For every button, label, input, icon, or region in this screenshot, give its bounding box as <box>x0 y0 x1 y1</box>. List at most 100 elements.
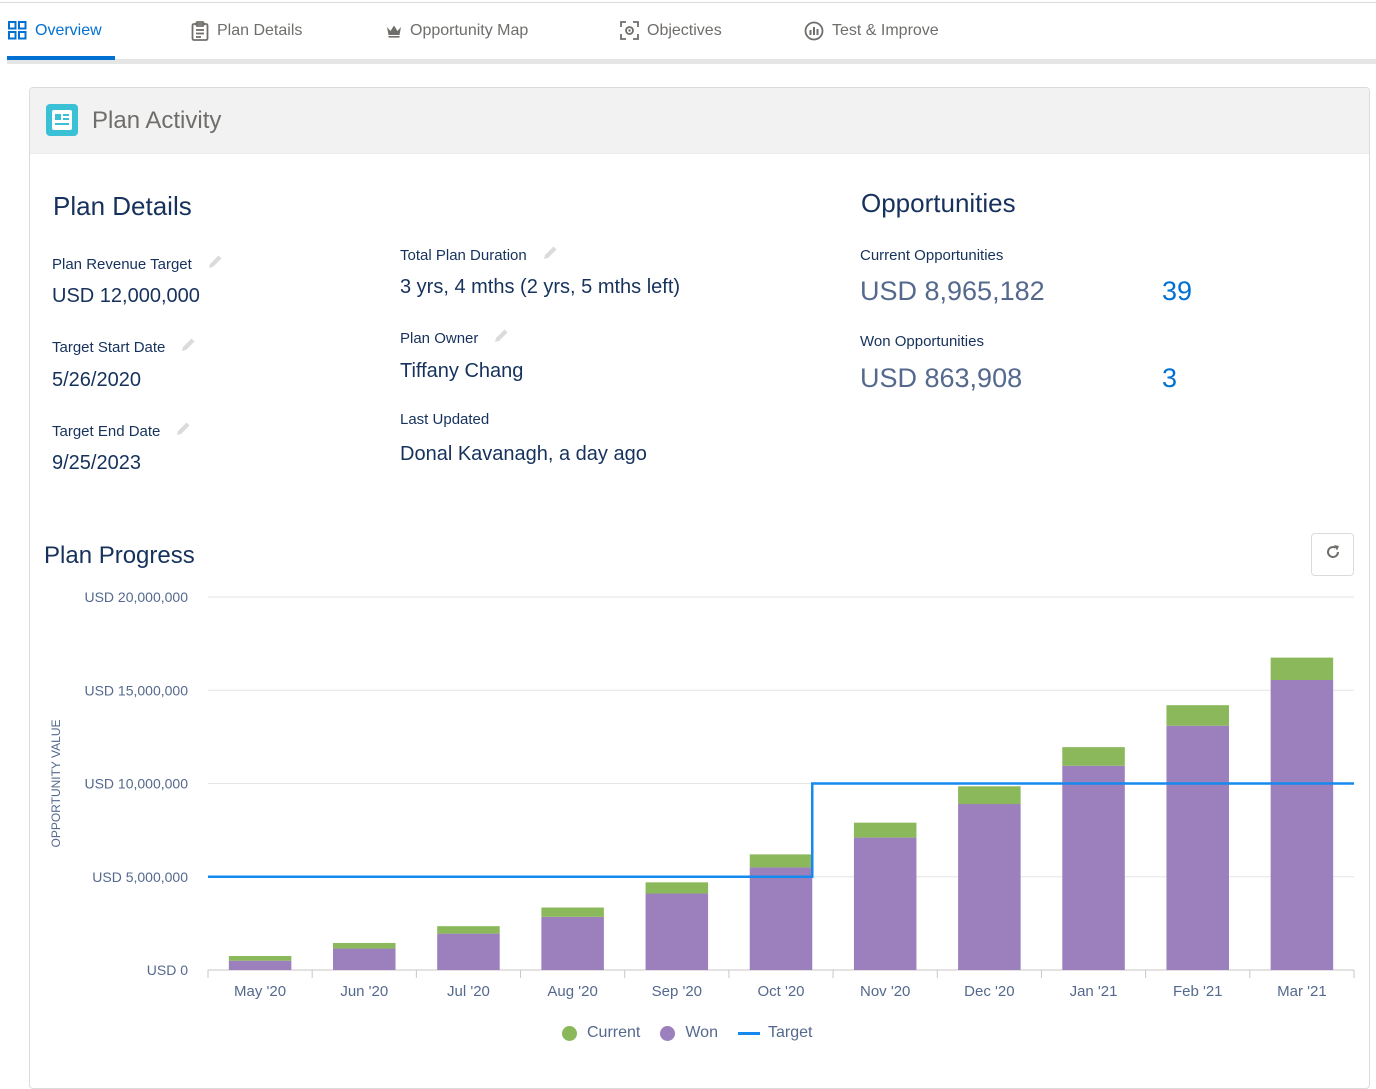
updated-value: Donal Kavanagh, a day ago <box>400 443 647 465</box>
y-tick-label: USD 0 <box>147 962 188 978</box>
label-text: Target End Date <box>52 422 161 440</box>
label-text: Last Updated <box>400 411 490 428</box>
grid-icon <box>8 21 27 40</box>
end-date-value: 9/25/2023 <box>52 452 141 474</box>
card-title: Plan Activity <box>92 107 222 134</box>
current-opps-value: USD 8,965,182 <box>860 276 1045 306</box>
bar-current <box>333 942 396 949</box>
bar-current <box>958 786 1021 805</box>
tab-overview[interactable]: Overview <box>8 3 102 58</box>
news-icon <box>46 104 78 136</box>
tab-label: Test & Improve <box>832 21 939 39</box>
start-date-value: 5/26/2020 <box>52 369 141 391</box>
tabs-underline <box>7 59 1376 64</box>
legend-current[interactable]: Current <box>562 1024 640 1042</box>
bar-current <box>1166 705 1229 726</box>
bar-current <box>645 882 709 894</box>
x-tick-label: Sep '20 <box>652 983 702 1000</box>
bar-current <box>749 854 813 868</box>
pencil-icon[interactable] <box>174 420 192 442</box>
tab-objectives[interactable]: Objectives <box>620 3 722 58</box>
label-text: Plan Revenue Target <box>52 255 192 273</box>
x-tick-label: Dec '20 <box>964 983 1014 1000</box>
tab-plan-details[interactable]: Plan Details <box>191 3 302 58</box>
owner-value: Tiffany Chang <box>400 360 524 382</box>
top-divider <box>0 2 1376 3</box>
pencil-icon[interactable] <box>541 244 559 266</box>
duration-value: 3 yrs, 4 mths (2 yrs, 5 mths left) <box>400 276 681 298</box>
bar-won <box>228 960 292 970</box>
target-line <box>208 782 1354 878</box>
clipboard-icon <box>191 20 209 41</box>
label-text: Plan Owner <box>400 329 479 347</box>
legend-target[interactable]: Target <box>737 1024 813 1042</box>
legend-label: Won <box>685 1024 718 1041</box>
updated-label: Last Updated <box>400 411 489 428</box>
y-tick-label: USD 5,000,000 <box>92 869 188 885</box>
label-text: Total Plan Duration <box>400 246 527 264</box>
active-tab-indicator <box>7 56 115 60</box>
y-tick-label: USD 20,000,000 <box>84 589 188 605</box>
tab-opportunity-map[interactable]: Opportunity Map <box>386 3 528 58</box>
x-tick-label: Jan '21 <box>1070 983 1118 1000</box>
legend-won[interactable]: Won <box>660 1024 718 1042</box>
chart-legend: Current Won Target <box>562 1024 832 1042</box>
bar-current <box>853 822 917 838</box>
x-tick-label: Jul '20 <box>447 983 490 1000</box>
x-tick-label: Jun '20 <box>340 983 388 1000</box>
y-tick-label: USD 15,000,000 <box>84 682 188 698</box>
revenue-target-value: USD 12,000,000 <box>52 285 200 307</box>
y-tick-label: USD 10,000,000 <box>84 776 188 792</box>
bar-won <box>333 948 396 970</box>
legend-target-swatch <box>737 1031 760 1035</box>
x-tick-label: May '20 <box>234 983 286 1000</box>
x-tick-label: Oct '20 <box>757 983 804 1000</box>
won-opps-label: Won Opportunities <box>860 333 984 350</box>
tab-label: Plan Details <box>217 21 303 39</box>
tab-test-improve[interactable]: Test & Improve <box>804 3 939 58</box>
bar-won <box>541 916 604 970</box>
bar-current <box>228 956 292 961</box>
revenue-target-label: Plan Revenue Target <box>52 253 224 275</box>
legend-current-swatch <box>562 1025 577 1041</box>
pencil-icon[interactable] <box>179 336 197 358</box>
chart-circle-icon <box>804 21 824 41</box>
plan-progress-chart: USD 0 USD 5,000,000 USD 10,000,000 USD 15,0… <box>49 589 1355 1000</box>
legend-label: Current <box>587 1024 641 1041</box>
bar-won <box>853 837 917 970</box>
refresh-button[interactable] <box>1311 533 1354 576</box>
bar-current <box>1062 747 1125 766</box>
bar-won <box>749 867 813 970</box>
plan-progress-heading: Plan Progress <box>44 542 195 569</box>
bar-won <box>1166 725 1229 970</box>
card-header: Plan Activity <box>30 88 1369 154</box>
plan-details-heading: Plan Details <box>53 191 192 221</box>
x-tick-label: Aug '20 <box>547 983 597 1000</box>
legend-label: Target <box>767 1024 813 1041</box>
end-date-label: Target End Date <box>52 420 192 442</box>
bar-won <box>958 804 1021 970</box>
won-opps-value: USD 863,908 <box>860 363 1023 393</box>
refresh-icon <box>1325 544 1341 565</box>
pencil-icon[interactable] <box>206 253 224 275</box>
opportunities-heading: Opportunities <box>861 188 1016 218</box>
bar-current <box>437 926 500 934</box>
label-text: Target Start Date <box>52 338 166 356</box>
pencil-icon[interactable] <box>492 327 510 349</box>
tab-label: Overview <box>35 21 102 39</box>
crown-icon <box>386 24 402 38</box>
duration-label: Total Plan Duration <box>400 244 559 266</box>
start-date-label: Target Start Date <box>52 336 197 358</box>
x-tick-label: Nov '20 <box>860 983 910 1000</box>
bar-current <box>1270 657 1334 680</box>
tab-bar: Overview Plan Details Opportunity Map Ob… <box>0 3 1376 59</box>
bar-current <box>541 907 604 917</box>
current-opps-count[interactable]: 39 <box>1162 276 1193 306</box>
bar-won <box>1270 679 1334 970</box>
y-axis-label: OPPORTUNITY VALUE <box>49 719 63 847</box>
owner-label: Plan Owner <box>400 327 510 349</box>
won-opps-count[interactable]: 3 <box>1162 363 1178 393</box>
x-tick-label: Mar '21 <box>1277 983 1327 1000</box>
tab-label: Objectives <box>647 21 722 39</box>
tab-label: Opportunity Map <box>410 21 529 39</box>
